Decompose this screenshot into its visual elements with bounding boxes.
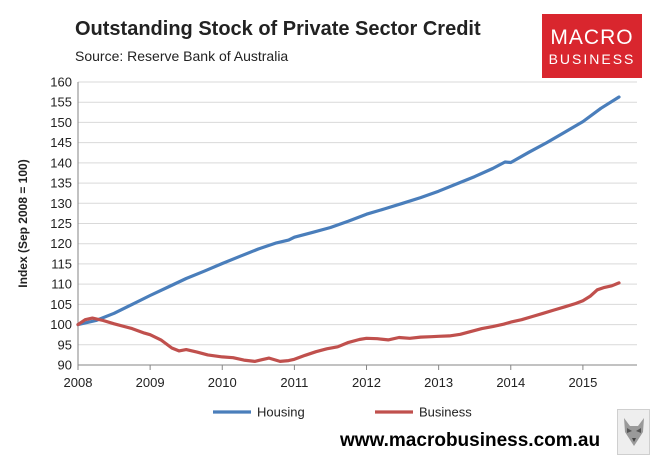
legend-label: Housing <box>257 405 305 420</box>
y-axis-label: Index (Sep 2008 = 100) <box>16 159 30 287</box>
legend-label: Business <box>419 405 472 420</box>
y-tick-label: 145 <box>50 135 72 150</box>
x-tick-label: 2013 <box>424 375 453 390</box>
x-tick-label: 2014 <box>496 375 525 390</box>
wolf-icon <box>617 409 650 455</box>
y-tick-label: 100 <box>50 317 72 332</box>
y-tick-label: 160 <box>50 75 72 90</box>
y-tick-label: 130 <box>50 196 72 211</box>
x-tick-label: 2010 <box>208 375 237 390</box>
y-tick-label: 90 <box>58 358 72 373</box>
logo-line-1: MACRO <box>550 25 634 49</box>
legend-item-business: Business <box>375 405 472 420</box>
logo-line-2: BUSINESS <box>548 50 636 67</box>
chart-subtitle: Source: Reserve Bank of Australia <box>75 48 289 64</box>
website-url: www.macrobusiness.com.au <box>340 430 601 451</box>
y-tick-label: 110 <box>51 277 72 292</box>
x-tick-label: 2015 <box>568 375 597 390</box>
macrobusiness-logo: MACRO BUSINESS <box>542 14 642 78</box>
y-tick-label: 125 <box>50 216 72 231</box>
legend-item-housing: Housing <box>213 405 305 420</box>
x-tick-label: 2012 <box>352 375 381 390</box>
y-tick-label: 120 <box>50 236 72 251</box>
y-tick-label: 95 <box>58 337 72 352</box>
y-tick-label: 150 <box>50 115 72 130</box>
y-tick-label: 155 <box>50 95 72 110</box>
series-line-housing <box>76 95 621 327</box>
series-line-business <box>76 281 621 363</box>
x-tick-label: 2011 <box>280 375 308 390</box>
x-tick-label: 2008 <box>64 375 93 390</box>
y-tick-label: 105 <box>50 297 72 312</box>
chart-title: Outstanding Stock of Private Sector Cred… <box>75 18 481 40</box>
y-tick-label: 135 <box>50 176 72 191</box>
y-tick-label: 140 <box>50 155 72 170</box>
x-tick-label: 2009 <box>136 375 165 390</box>
y-tick-label: 115 <box>51 256 72 271</box>
